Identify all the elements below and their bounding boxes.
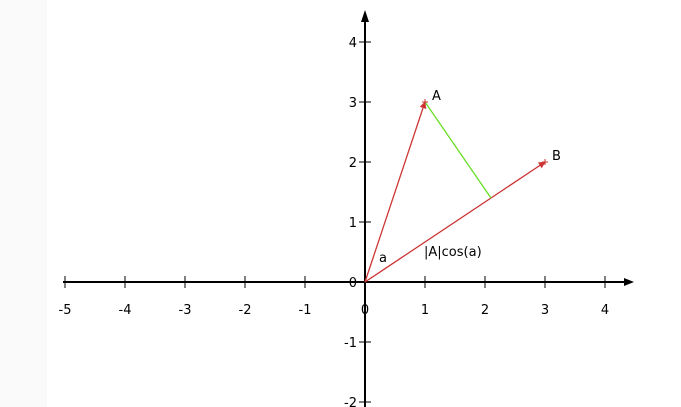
projection-line <box>424 101 492 199</box>
y-tick-label: 0 <box>349 276 357 291</box>
y-axis-ticks: -2 -1 0 1 2 3 4 <box>344 36 371 407</box>
vectors <box>364 99 548 283</box>
x-tick-label: -2 <box>239 303 252 318</box>
x-axis-ticks: -5 -4 -3 -2 -1 0 1 2 3 4 <box>59 276 609 318</box>
vector-b <box>364 161 546 283</box>
x-tick-label: -4 <box>119 303 132 318</box>
x-tick-label: -5 <box>59 303 72 318</box>
y-tick-label: 2 <box>349 156 357 171</box>
point-a-label: A <box>432 89 441 104</box>
annotations: A B a |A|cos(a) <box>379 89 561 266</box>
y-axis-arrowhead <box>361 10 369 22</box>
y-tick-label: -1 <box>344 336 357 351</box>
point-b-marker <box>542 159 548 165</box>
x-tick-label: -1 <box>299 303 312 318</box>
projection-length-label: |A|cos(a) <box>424 245 482 260</box>
left-margin-band <box>0 0 47 407</box>
x-tick-label: 4 <box>601 303 609 318</box>
y-tick-label: 3 <box>349 96 357 111</box>
x-tick-label: 2 <box>481 303 489 318</box>
point-b-label: B <box>552 149 561 164</box>
x-tick-label: -3 <box>179 303 192 318</box>
x-axis-arrowhead <box>624 278 634 286</box>
y-tick-label: 1 <box>349 216 357 231</box>
x-tick-label: 3 <box>541 303 549 318</box>
x-tick-label: 0 <box>361 303 369 318</box>
angle-label: a <box>379 251 387 266</box>
vector-a <box>364 101 427 283</box>
point-a-marker <box>422 99 428 105</box>
y-tick-label: 4 <box>349 36 357 51</box>
x-tick-label: 1 <box>421 303 429 318</box>
y-tick-label: -2 <box>344 396 357 407</box>
